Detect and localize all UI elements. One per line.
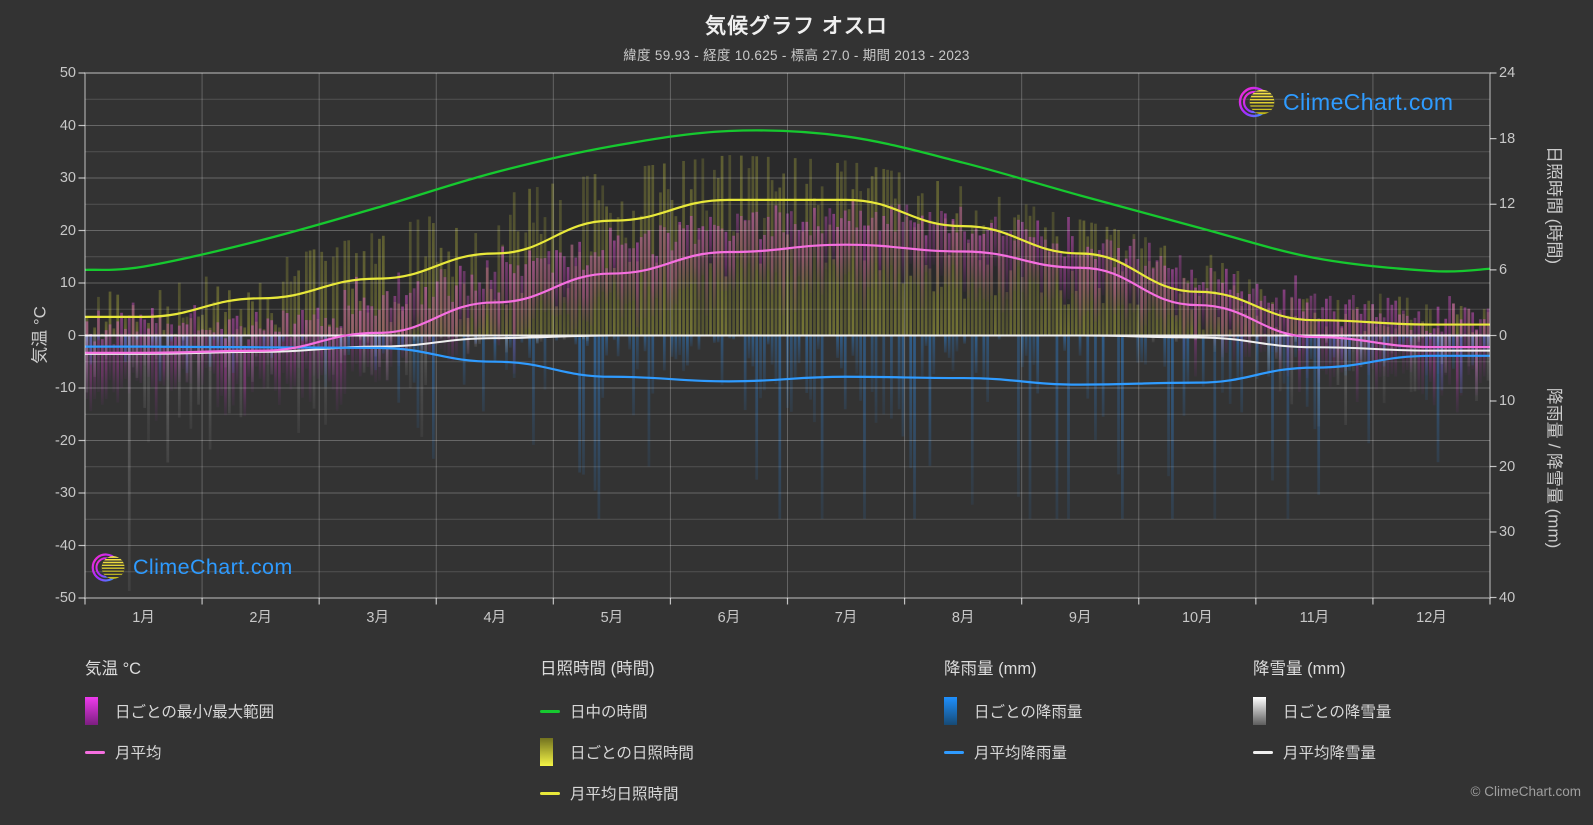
legend-swatch-box	[540, 791, 560, 795]
precip-tick-label: 40	[1499, 589, 1516, 606]
temp-tick-label: -30	[55, 485, 76, 501]
temp-tick-label: -20	[55, 432, 76, 449]
sunshine-tick-label: 24	[1499, 65, 1516, 81]
legend-swatch-box	[85, 697, 105, 725]
legend-swatch-box	[540, 709, 560, 713]
legend-line-swatch	[540, 791, 560, 795]
legend-item-label: 月平均降雪量	[1283, 745, 1377, 762]
legend-item: 月平均	[85, 738, 274, 766]
legend-line-swatch	[944, 750, 964, 754]
legend-item-label: 月平均	[115, 745, 162, 762]
temp-tick-label: 20	[59, 222, 76, 239]
month-label: 9月	[1068, 610, 1092, 626]
legend-swatch-box	[1253, 750, 1273, 754]
month-label: 8月	[951, 610, 975, 626]
legend-group-header: 日照時間 (時間)	[540, 660, 655, 678]
copyright: © ClimeChart.com	[1470, 784, 1581, 799]
legend-group: 降雪量 (mm) 日ごとの降雪量 月平均降雪量	[1253, 655, 1391, 779]
month-label: 7月	[834, 610, 858, 626]
legend-item: 月平均降雪量	[1253, 738, 1391, 766]
legend-swatch-box	[944, 697, 964, 725]
legend-item: 日ごとの降雪量	[1253, 697, 1391, 725]
month-label: 10月	[1181, 610, 1213, 626]
legend-item-label: 月平均降雨量	[974, 745, 1068, 762]
legend-item: 月平均降雨量	[944, 738, 1082, 766]
precip-tick-label: 20	[1499, 458, 1516, 475]
month-label: 11月	[1299, 610, 1330, 626]
month-label: 6月	[717, 610, 741, 626]
precip-axis-title: 降雨量 / 降雪量 (mm)	[1544, 387, 1564, 549]
legend-gradient-swatch	[1253, 697, 1266, 725]
legend-item-label: 月平均日照時間	[570, 786, 679, 803]
legend-item: 日中の時間	[540, 697, 694, 725]
legend-group: 気温 °C 日ごとの最小/最大範囲 月平均	[85, 655, 274, 779]
legend-item: 日ごとの最小/最大範囲	[85, 697, 274, 725]
temp-tick-label: 0	[67, 327, 76, 344]
precip-tick-label: 30	[1499, 524, 1516, 540]
legend-item: 日ごとの降雨量	[944, 697, 1082, 725]
legend-item: 日ごとの日照時間	[540, 738, 694, 766]
legend-group: 日照時間 (時間) 日中の時間日ごとの日照時間 月平均日照時間	[540, 655, 694, 820]
sunshine-tick-label: 6	[1499, 261, 1508, 278]
legend-gradient-swatch	[944, 697, 957, 725]
legend-line-swatch	[540, 709, 560, 713]
temp-tick-label: 30	[59, 170, 76, 186]
legend-item: 月平均日照時間	[540, 779, 694, 807]
legend-swatch-box	[85, 750, 105, 754]
temp-tick-label: -50	[55, 590, 76, 606]
legend-item-label: 日ごとの降雨量	[974, 704, 1083, 721]
legend-gradient-swatch	[540, 738, 553, 766]
sunshine-tick-label: 18	[1499, 130, 1516, 147]
legend-item-label: 日ごとの最小/最大範囲	[115, 704, 275, 721]
legend-item-label: 日ごとの降雪量	[1283, 704, 1392, 721]
month-label: 3月	[366, 610, 389, 626]
page-subtitle: 緯度 59.93 - 経度 10.625 - 標高 27.0 - 期間 2013…	[623, 48, 970, 63]
month-label: 4月	[483, 610, 507, 626]
legend: 気温 °C 日ごとの最小/最大範囲 月平均 日照時間 (時間) 日中の時間日ごとの日照時…	[0, 655, 1593, 815]
month-label: 5月	[600, 610, 624, 626]
temp-tick-label: -40	[55, 537, 76, 554]
month-label: 1月	[132, 610, 155, 626]
temp-tick-label: 50	[59, 65, 76, 81]
legend-item-label: 日ごとの日照時間	[570, 745, 694, 762]
legend-gradient-swatch	[85, 697, 98, 725]
month-label: 2月	[249, 610, 272, 626]
legend-group-header: 降雪量 (mm)	[1253, 660, 1346, 678]
legend-group: 降雨量 (mm) 日ごとの降雨量 月平均降雨量	[944, 655, 1082, 779]
temp-tick-label: -10	[55, 380, 76, 396]
sunshine-axis-title: 日照時間 (時間)	[1544, 145, 1564, 265]
legend-group-header: 気温 °C	[85, 660, 142, 678]
legend-line-swatch	[1253, 750, 1273, 754]
month-label: 12月	[1416, 610, 1447, 626]
legend-group-header: 降雨量 (mm)	[944, 660, 1037, 678]
legend-line-swatch	[85, 750, 105, 754]
legend-swatch-box	[540, 738, 560, 766]
sunshine-tick-label: 12	[1499, 196, 1516, 213]
temp-tick-label: 10	[59, 275, 76, 291]
legend-item-label: 日中の時間	[570, 704, 648, 721]
sunshine-tick-label: 0	[1499, 327, 1508, 344]
legend-swatch-box	[1253, 697, 1273, 725]
legend-swatch-box	[944, 750, 964, 754]
page-title: 気候グラフ オスロ	[705, 15, 888, 38]
temp-tick-label: 40	[59, 117, 76, 134]
precip-tick-label: 10	[1499, 393, 1516, 409]
